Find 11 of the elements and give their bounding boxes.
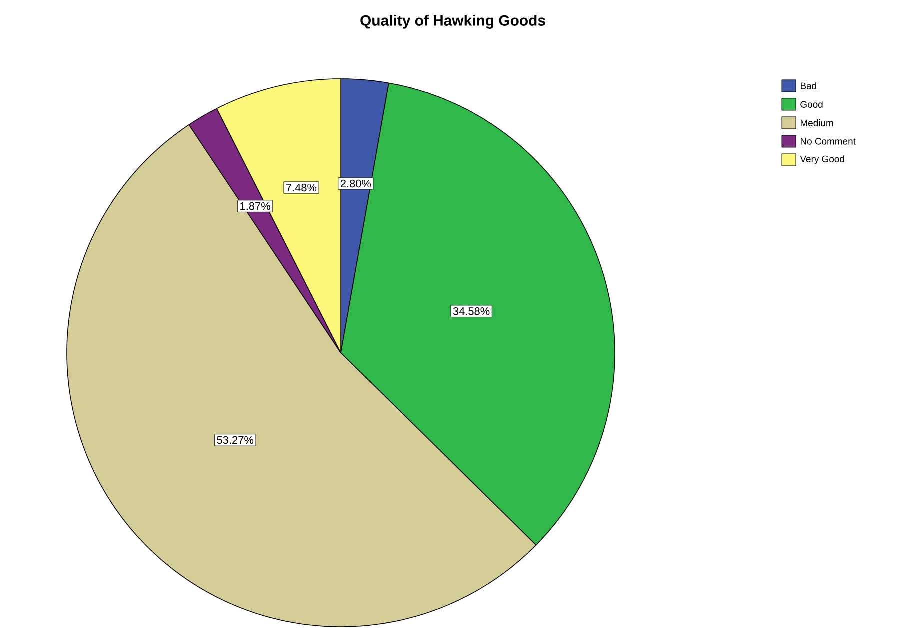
data-label: 2.80% <box>340 180 372 188</box>
data-label: 1.87% <box>240 202 270 210</box>
legend-label: Very Good <box>800 156 844 164</box>
data-label: 34.58% <box>453 308 490 316</box>
chart-title: Quality of Hawking Goods <box>360 14 546 29</box>
legend-label: Good <box>800 101 823 108</box>
legend-label: Medium <box>800 120 834 126</box>
legend-label: Bad <box>800 82 816 90</box>
legend-label: No Comment <box>800 138 856 145</box>
data-label: 53.27% <box>217 436 254 444</box>
data-label: 7.48% <box>286 184 317 192</box>
